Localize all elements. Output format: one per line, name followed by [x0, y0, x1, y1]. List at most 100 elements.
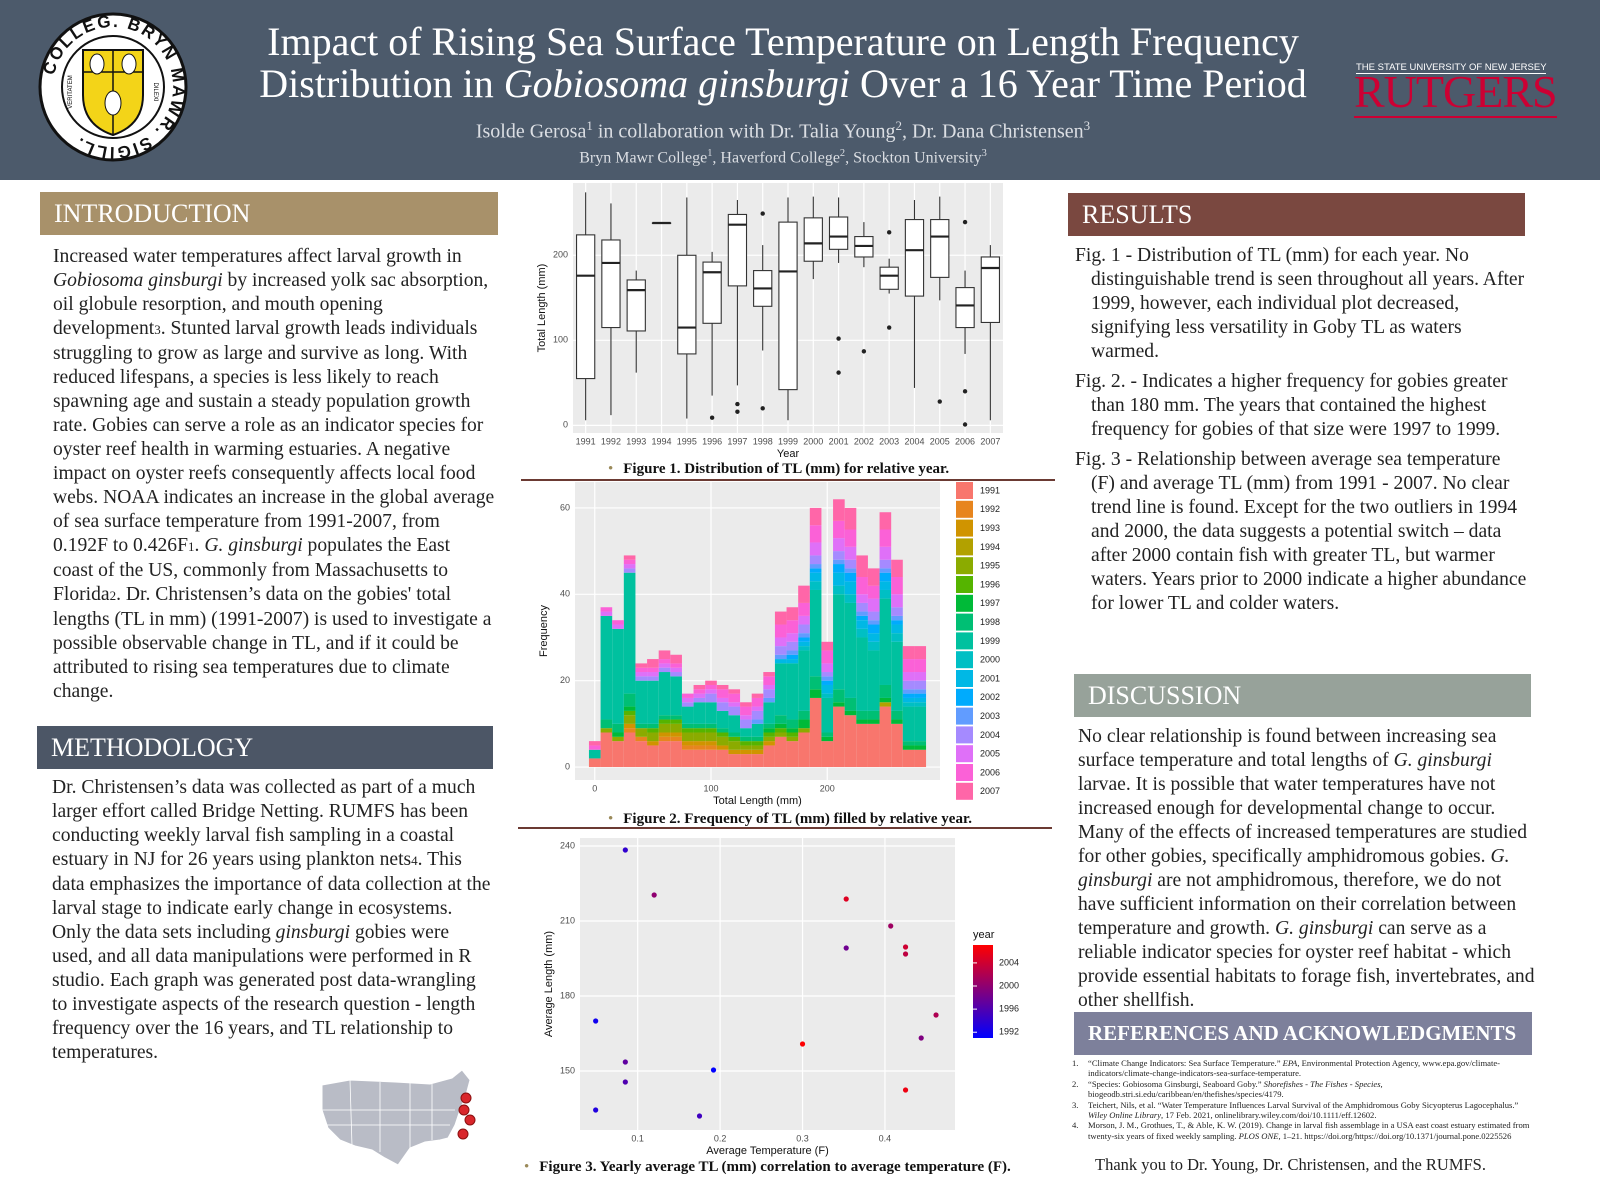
text-run: EPA — [1282, 1058, 1298, 1068]
bar-segment — [693, 702, 706, 724]
bar-segment — [774, 654, 787, 660]
reference: 4. Morson, J. M., Grothues, T., & Able, K… — [1072, 1120, 1532, 1141]
bar-segment — [798, 602, 810, 616]
bar-segment — [867, 633, 880, 642]
point — [696, 1113, 703, 1119]
bar-segment — [798, 637, 810, 642]
legend-label: 1993 — [980, 523, 1000, 533]
bar-segment — [763, 732, 775, 737]
bar-segment — [751, 736, 764, 742]
legend-label: 1995 — [980, 561, 1000, 571]
bar-segment — [705, 723, 717, 729]
outlier — [962, 422, 968, 427]
bar-segment — [588, 749, 601, 759]
x-tick-label: 1995 — [677, 436, 697, 446]
reference: 2. “Species: Gobiosoma Ginsburgi, Seaboar… — [1072, 1079, 1532, 1100]
bar-segment — [821, 741, 834, 768]
text-run: , 1–21. https://doi.org/https://doi.org/… — [1278, 1130, 1512, 1141]
text-run: 3 — [154, 322, 161, 337]
bar-segment — [635, 672, 648, 677]
bar-segment — [809, 507, 822, 526]
bar-segment — [716, 728, 729, 733]
introduction-text: Increased water temperatures affect larv… — [53, 245, 495, 726]
bar-segment — [612, 741, 624, 768]
x-tick-label: 0.4 — [879, 1133, 892, 1143]
x-tick-label: 0.1 — [631, 1133, 644, 1143]
text-run: Gobiosoma ginsburgi — [53, 270, 223, 291]
bar-segment — [774, 728, 787, 733]
legend-swatch — [956, 538, 973, 556]
bar-segment — [705, 684, 717, 690]
bar-segment — [693, 723, 706, 729]
outlier — [886, 325, 892, 330]
bar-segment — [879, 706, 892, 768]
bar-segment — [798, 646, 810, 651]
box — [626, 279, 646, 332]
box — [601, 239, 621, 329]
bar-segment — [670, 676, 682, 716]
point — [710, 1067, 717, 1073]
bar-segment — [600, 732, 613, 768]
reference-text: Morson, J. M., Grothues, T., & Able, K. … — [1088, 1120, 1532, 1141]
bar-segment — [670, 672, 682, 677]
bar-segment — [856, 723, 868, 768]
bar-segment — [693, 728, 706, 733]
bar-segment — [693, 689, 706, 694]
text-run: G. ginsburgi — [1393, 750, 1492, 771]
seal-motto: DILEXI — [152, 82, 158, 101]
bar-segment — [891, 594, 903, 608]
methodology-text: Dr. Christensen’s data was collected as … — [52, 776, 492, 1092]
bar-segment — [600, 615, 613, 720]
outlier — [937, 399, 942, 404]
x-axis-title: Average Temperature (F) — [706, 1145, 828, 1157]
x-tick-label: 2000 — [803, 436, 823, 446]
bar-segment — [774, 637, 787, 647]
references: 1. “Climate Change Indicators: Sea Surfac… — [1072, 1058, 1532, 1141]
bar-segment — [891, 559, 903, 578]
text-run: 3 — [981, 148, 987, 159]
bar-segment — [751, 697, 764, 707]
bar-segment — [763, 697, 775, 703]
text-run: . This data emphasizes the importance of… — [52, 849, 491, 943]
y-tick-label: 200 — [553, 250, 568, 260]
text-run: “Species: Gobiosoma Ginsburgi, Seaboard … — [1088, 1078, 1264, 1089]
text-run: 3 — [1083, 118, 1091, 133]
box — [702, 261, 722, 324]
bar-segment — [751, 745, 764, 750]
box — [955, 287, 975, 329]
y-axis-title: Average Length (mm) — [543, 931, 555, 1037]
bar-segment — [716, 689, 729, 698]
bar-segment — [763, 723, 775, 729]
bar-segment — [716, 745, 729, 750]
bar-segment — [891, 710, 903, 720]
x-tick-label: 1997 — [727, 436, 747, 446]
legend-label: 1992 — [980, 504, 1000, 514]
legend-label: 1999 — [980, 636, 1000, 646]
x-tick-label: 2003 — [879, 436, 899, 446]
bar-segment — [623, 572, 636, 694]
bar-segment — [798, 633, 810, 638]
bar-segment — [774, 646, 787, 655]
bar-segment — [821, 697, 834, 733]
bar-segment — [740, 749, 752, 755]
legend-swatch — [956, 782, 973, 800]
bar-segment — [647, 723, 659, 729]
text-run: populates the East coast of the US, comm… — [53, 535, 451, 605]
bar-segment — [844, 581, 857, 595]
bar-segment — [856, 594, 868, 603]
bar-segment — [833, 706, 845, 768]
bar-segment — [774, 663, 787, 716]
bar-segment — [879, 684, 892, 698]
bar-segment — [809, 542, 822, 556]
bar-segment — [728, 732, 741, 737]
bar-segment — [786, 650, 799, 655]
bar-segment — [763, 702, 775, 724]
bar-segment — [914, 689, 927, 694]
bar-segment — [763, 736, 775, 742]
bar-segment — [728, 741, 741, 750]
legend-label: 2003 — [980, 711, 1000, 721]
figure-caption: Figure 3. Yearly average TL (mm) correla… — [524, 1159, 1011, 1176]
bar-segment — [600, 607, 613, 612]
bar-segment — [751, 706, 764, 711]
bar-segment — [798, 624, 810, 634]
